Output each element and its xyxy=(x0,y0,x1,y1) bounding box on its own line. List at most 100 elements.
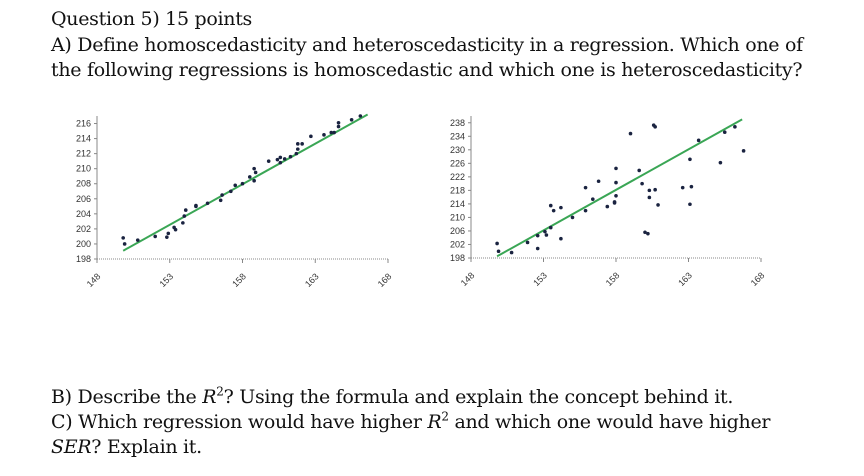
y-tick-label: 210 xyxy=(76,164,91,174)
data-point xyxy=(332,130,336,135)
data-point xyxy=(218,198,223,203)
data-point xyxy=(548,225,553,230)
data-point xyxy=(252,178,256,183)
data-point xyxy=(559,236,563,241)
part-c-suffix: and which one would have higher xyxy=(448,411,771,433)
data-point xyxy=(583,208,588,213)
data-point xyxy=(166,231,171,236)
data-point xyxy=(628,131,633,136)
homoscedastic-scatter-chart: 198 200 202 204 206 208 210 212 214 216 148 153 158 1… xyxy=(50,110,400,304)
data-point xyxy=(696,138,701,143)
data-point xyxy=(194,203,198,208)
data-point xyxy=(165,235,169,239)
data-point xyxy=(322,133,326,137)
data-point xyxy=(525,240,530,245)
x-tick-label: 168 xyxy=(749,270,767,288)
data-point xyxy=(614,166,618,171)
data-point xyxy=(252,166,256,171)
r-squared-exponent: 2 xyxy=(441,409,449,424)
data-point xyxy=(349,117,354,122)
data-point xyxy=(722,130,727,135)
data-point xyxy=(548,203,553,208)
y-tick-label: 206 xyxy=(450,226,465,236)
y-tick-label: 214 xyxy=(76,134,91,144)
data-point xyxy=(358,114,363,118)
data-point xyxy=(253,170,258,175)
data-point xyxy=(121,236,125,240)
data-point xyxy=(689,184,694,189)
x-tick-label: 148 xyxy=(459,270,477,288)
regression-line xyxy=(496,118,743,258)
part-b-line: B) Describe the R2? Using the formula an… xyxy=(51,386,733,408)
data-point xyxy=(637,168,641,173)
data-point xyxy=(570,215,575,220)
data-point xyxy=(233,183,238,188)
data-point xyxy=(612,200,617,204)
data-point xyxy=(614,180,618,185)
data-point xyxy=(543,229,547,234)
data-point xyxy=(247,175,252,179)
y-tick-label: 218 xyxy=(450,185,465,195)
data-point xyxy=(181,221,185,225)
scatter-plot-1: 198 200 202 204 206 208 210 212 214 216 148 153 158 1… xyxy=(76,113,394,289)
data-point xyxy=(278,155,283,160)
x-tick-label: 158 xyxy=(604,270,622,288)
data-point xyxy=(122,242,127,246)
data-point xyxy=(294,151,299,156)
part-c-prefix: C) Which regression would have higher xyxy=(51,411,428,433)
data-point xyxy=(288,154,293,159)
data-point xyxy=(646,231,650,236)
data-point xyxy=(680,185,685,190)
data-point xyxy=(336,120,341,125)
scatter-plot-2: 198 202 206 210 214 218 222 226 230 234 238 148 153 1… xyxy=(450,116,767,288)
regression-line xyxy=(122,113,369,252)
data-point xyxy=(496,249,501,254)
data-point xyxy=(583,185,588,190)
y-tick-label: 238 xyxy=(450,118,465,128)
r-symbol: R xyxy=(202,386,217,408)
data-point xyxy=(295,142,300,146)
data-point xyxy=(544,233,549,237)
data-point xyxy=(653,125,657,129)
x-tick-label: 153 xyxy=(531,270,549,288)
data-point xyxy=(240,181,245,186)
y-tick-label: 216 xyxy=(76,119,91,129)
data-point xyxy=(688,157,692,162)
part-b-prefix: B) Describe the xyxy=(51,386,203,408)
ser-symbol: SER xyxy=(51,436,92,458)
data-point xyxy=(647,188,652,193)
data-point xyxy=(309,134,313,139)
part-a-line-2: the following regressions is homoscedast… xyxy=(51,59,803,81)
part-c-line-2: SER? Explain it. xyxy=(51,436,202,458)
r-squared-exponent: 2 xyxy=(216,384,224,399)
data-point xyxy=(509,250,514,255)
data-point xyxy=(653,187,657,192)
y-tick-label: 202 xyxy=(76,224,91,234)
data-point xyxy=(605,204,610,209)
data-point xyxy=(591,197,595,201)
data-point xyxy=(495,241,499,246)
part-a-line-1: A) Define homoscedasticity and heterosce… xyxy=(51,34,803,56)
data-point xyxy=(741,149,746,153)
data-point xyxy=(535,233,540,238)
data-point xyxy=(643,230,647,235)
data-point xyxy=(656,203,660,207)
x-tick-label: 168 xyxy=(376,271,394,289)
data-point xyxy=(640,181,644,186)
data-point xyxy=(733,125,737,129)
y-tick-label: 234 xyxy=(450,131,465,141)
data-point xyxy=(336,124,341,129)
data-point xyxy=(266,159,271,163)
x-tick-label: 163 xyxy=(303,271,321,289)
data-point xyxy=(282,157,287,161)
data-point xyxy=(275,157,280,162)
data-point xyxy=(153,234,157,239)
data-point xyxy=(135,238,140,242)
y-tick-label: 210 xyxy=(450,212,465,222)
y-tick-label: 204 xyxy=(76,209,91,219)
data-point xyxy=(596,179,601,184)
data-point xyxy=(183,208,188,212)
data-point xyxy=(295,147,300,151)
data-point xyxy=(229,189,233,194)
y-tick-label: 208 xyxy=(76,179,91,189)
